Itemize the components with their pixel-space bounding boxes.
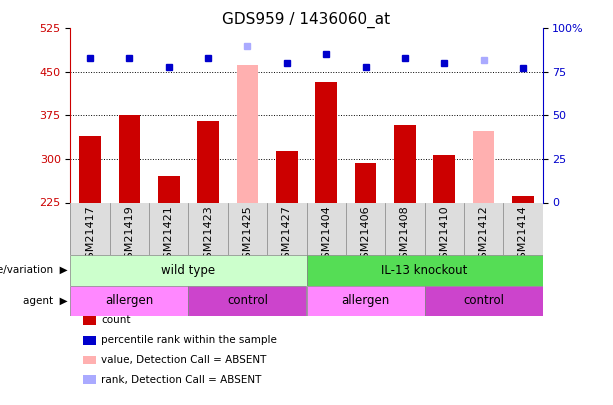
Text: control: control xyxy=(463,294,504,307)
Text: wild type: wild type xyxy=(161,264,216,277)
Text: value, Detection Call = ABSENT: value, Detection Call = ABSENT xyxy=(101,355,267,365)
Text: IL-13 knockout: IL-13 knockout xyxy=(381,264,468,277)
Bar xyxy=(433,155,455,202)
Text: GSM21419: GSM21419 xyxy=(124,205,134,266)
Bar xyxy=(306,286,424,316)
Text: GSM21410: GSM21410 xyxy=(439,205,449,266)
Bar xyxy=(306,255,543,286)
Text: percentile rank within the sample: percentile rank within the sample xyxy=(101,335,277,345)
Bar xyxy=(158,177,180,202)
Text: GSM21412: GSM21412 xyxy=(479,205,489,266)
Bar xyxy=(315,82,337,202)
Text: count: count xyxy=(101,315,131,325)
Text: GSM21423: GSM21423 xyxy=(203,205,213,266)
Bar xyxy=(276,151,298,202)
Bar xyxy=(424,286,543,316)
Bar xyxy=(189,286,306,316)
Text: agent  ▶: agent ▶ xyxy=(23,296,67,306)
Text: GSM21408: GSM21408 xyxy=(400,205,410,266)
Text: control: control xyxy=(227,294,268,307)
Text: allergen: allergen xyxy=(105,294,154,307)
Text: allergen: allergen xyxy=(341,294,390,307)
Text: GSM21414: GSM21414 xyxy=(518,205,528,266)
Bar xyxy=(70,255,306,286)
Bar xyxy=(70,286,189,316)
Bar xyxy=(394,125,416,202)
Bar xyxy=(512,196,534,202)
Bar xyxy=(197,121,219,202)
Text: GSM21417: GSM21417 xyxy=(85,205,95,266)
Bar xyxy=(119,115,140,202)
Text: GSM21427: GSM21427 xyxy=(282,205,292,266)
Title: GDS959 / 1436060_at: GDS959 / 1436060_at xyxy=(223,12,390,28)
Text: rank, Detection Call = ABSENT: rank, Detection Call = ABSENT xyxy=(101,375,262,385)
Text: GSM21406: GSM21406 xyxy=(360,205,370,266)
Text: GSM21421: GSM21421 xyxy=(164,205,174,266)
Text: GSM21404: GSM21404 xyxy=(321,205,331,266)
Text: genotype/variation  ▶: genotype/variation ▶ xyxy=(0,265,67,275)
Text: GSM21425: GSM21425 xyxy=(243,205,253,266)
Bar xyxy=(79,136,101,202)
Bar xyxy=(473,131,494,202)
Bar xyxy=(355,163,376,202)
Bar xyxy=(237,65,258,202)
